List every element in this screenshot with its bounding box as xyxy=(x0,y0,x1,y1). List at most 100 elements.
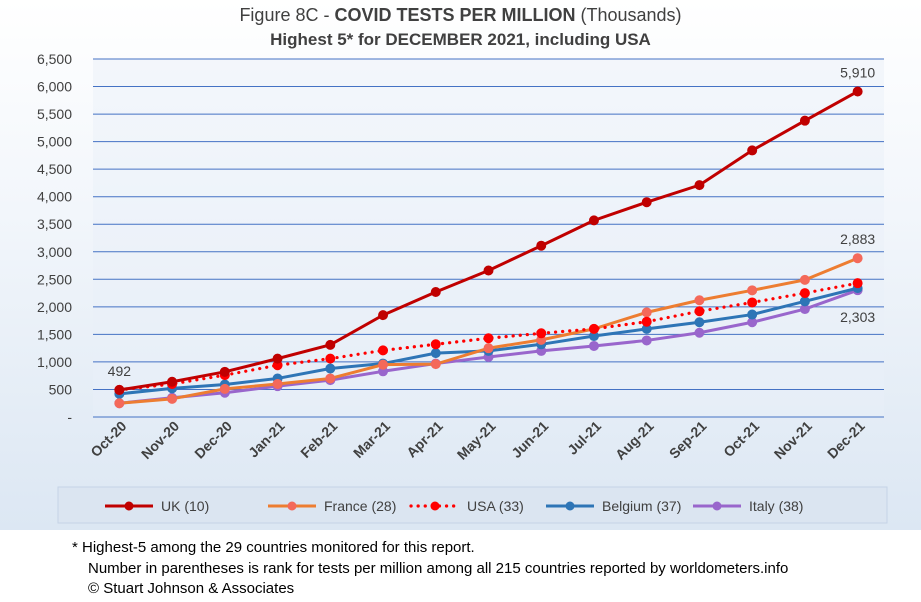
data-point xyxy=(694,317,705,328)
data-point xyxy=(641,307,652,318)
y-tick-label: 5,500 xyxy=(37,106,72,122)
y-tick-label: 6,000 xyxy=(37,79,72,95)
footnote-line: * Highest-5 among the 29 countries monit… xyxy=(72,539,475,556)
y-tick-label: 4,000 xyxy=(37,189,72,205)
legend-marker xyxy=(565,501,575,511)
data-point xyxy=(114,384,125,395)
x-tick-label: Mar-21 xyxy=(350,418,393,461)
data-point xyxy=(430,286,441,297)
chart-panel xyxy=(0,0,921,530)
data-point xyxy=(641,197,652,208)
x-tick-label: Apr-21 xyxy=(403,418,446,461)
data-point xyxy=(799,288,810,299)
y-tick-label: 500 xyxy=(49,381,73,397)
data-point xyxy=(799,274,810,285)
data-point xyxy=(378,359,389,370)
footnote: * Highest-5 among the 29 countries monit… xyxy=(72,538,788,600)
data-point xyxy=(852,253,863,264)
y-tick-label: 1,500 xyxy=(37,326,72,342)
data-point xyxy=(747,309,758,320)
x-tick-label: Oct-21 xyxy=(720,418,762,460)
y-tick-label: 4,500 xyxy=(37,161,72,177)
data-point xyxy=(483,265,494,276)
legend-label: USA (33) xyxy=(467,498,524,514)
x-tick-label: Dec-21 xyxy=(824,418,868,462)
data-label: 5,910 xyxy=(840,64,875,80)
legend-marker xyxy=(712,501,722,511)
data-point xyxy=(430,348,441,359)
data-point xyxy=(641,335,652,346)
data-point xyxy=(219,366,230,377)
footnote-line: Number in parentheses is rank for tests … xyxy=(88,559,789,577)
data-label: 492 xyxy=(108,363,132,379)
data-point xyxy=(694,306,705,317)
x-tick-label: Nov-21 xyxy=(771,418,815,462)
data-point xyxy=(167,376,178,387)
legend-label: Italy (38) xyxy=(749,498,803,514)
plot-area xyxy=(93,59,884,417)
data-point xyxy=(747,145,758,156)
y-tick-label: 2,000 xyxy=(37,299,72,315)
x-tick-label: May-21 xyxy=(454,418,499,463)
data-point xyxy=(483,343,494,354)
y-tick-label: 2,500 xyxy=(37,271,72,287)
data-point xyxy=(167,393,178,404)
data-point xyxy=(588,323,599,334)
y-tick-label: 1,000 xyxy=(37,354,72,370)
legend-label: Belgium (37) xyxy=(602,498,681,514)
x-tick-label: Jun-21 xyxy=(508,418,551,461)
data-point xyxy=(852,86,863,97)
x-tick-label: Dec-20 xyxy=(191,418,235,462)
y-tick-label: 3,500 xyxy=(37,216,72,232)
data-point xyxy=(852,278,863,289)
legend-marker xyxy=(124,501,134,511)
legend-label: France (28) xyxy=(324,498,396,514)
legend-marker xyxy=(287,501,297,511)
data-point xyxy=(536,328,547,339)
chart-title: Figure 8C - COVID TESTS PER MILLION (Tho… xyxy=(239,5,682,25)
legend-label: UK (10) xyxy=(161,498,209,514)
data-point xyxy=(219,383,230,394)
data-point xyxy=(378,310,389,321)
data-point xyxy=(641,316,652,327)
x-tick-label: Aug-21 xyxy=(612,418,657,463)
y-tick-label: 3,000 xyxy=(37,244,72,260)
line-chart: - 500 1,000 1,500 2,000 2,500 3,000 3,500 4,000 4… xyxy=(37,51,888,524)
legend-marker xyxy=(430,501,440,511)
data-point xyxy=(799,115,810,126)
data-point xyxy=(272,353,283,364)
x-tick-label: Jul-21 xyxy=(564,418,604,458)
data-point xyxy=(747,297,758,308)
x-tick-label: Nov-20 xyxy=(138,418,182,462)
data-point xyxy=(799,296,810,307)
data-point xyxy=(430,339,441,350)
y-tick-label: 6,500 xyxy=(37,51,72,67)
data-point xyxy=(536,240,547,251)
data-point xyxy=(694,327,705,338)
data-label: 2,303 xyxy=(840,309,875,325)
data-point xyxy=(588,340,599,351)
data-point xyxy=(325,373,336,384)
data-point xyxy=(325,353,336,364)
data-label: 2,883 xyxy=(840,231,875,247)
data-point xyxy=(430,359,441,370)
data-point xyxy=(694,295,705,306)
chart-subtitle: Highest 5* for DECEMBER 2021, including … xyxy=(270,30,651,49)
y-tick-label: - xyxy=(67,409,72,425)
copyright-notice: © Stuart Johnson & Associates xyxy=(88,580,295,597)
data-point xyxy=(378,345,389,356)
data-point xyxy=(325,339,336,350)
data-point xyxy=(272,378,283,389)
y-tick-label: 5,000 xyxy=(37,134,72,150)
data-point xyxy=(325,363,336,374)
x-tick-label: Sep-21 xyxy=(666,418,710,462)
data-point xyxy=(747,285,758,296)
data-point xyxy=(588,215,599,226)
x-tick-label: Jan-21 xyxy=(245,418,288,461)
data-point xyxy=(114,398,125,409)
x-tick-label: Oct-20 xyxy=(87,418,129,460)
data-point xyxy=(694,180,705,191)
data-point xyxy=(483,333,494,344)
x-tick-label: Feb-21 xyxy=(297,418,340,461)
legend xyxy=(57,486,888,524)
